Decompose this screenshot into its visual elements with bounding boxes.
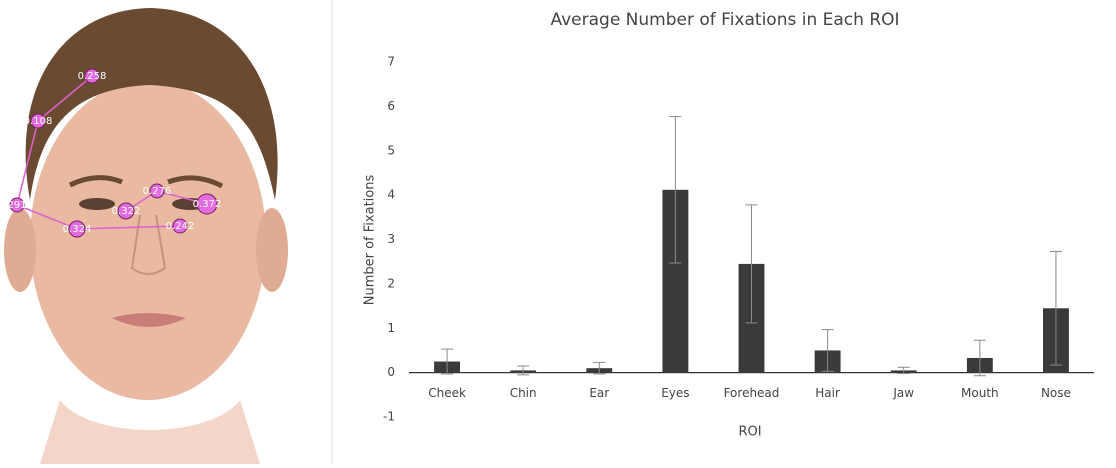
fixation-label: 0.372	[193, 199, 222, 210]
ear	[256, 208, 288, 292]
face	[30, 80, 266, 400]
eye	[79, 198, 115, 210]
fixation-label: 0.242	[166, 221, 195, 232]
figure: Average Number of Fixations in Each ROI …	[0, 0, 1116, 464]
ear	[4, 208, 36, 292]
fixation-label: 0.108	[24, 116, 53, 127]
y-tick-label: 2	[387, 276, 395, 290]
y-tick-label: 3	[387, 232, 395, 246]
x-tick-label: Mouth	[961, 386, 999, 400]
fixation-label: 0.276	[143, 186, 172, 197]
x-tick-label: Forehead	[724, 386, 780, 400]
x-tick-label: Chin	[510, 386, 537, 400]
y-axis-title: Number of Fixations	[363, 175, 378, 306]
neck	[40, 400, 260, 464]
x-tick-label: Eyes	[661, 386, 689, 400]
fixation-label: 0.322	[112, 206, 141, 217]
x-tick-label: Nose	[1041, 386, 1071, 400]
x-tick-label: Cheek	[428, 386, 466, 400]
fixation-label: 0.324	[63, 224, 92, 235]
x-tick-label: Hair	[815, 386, 840, 400]
fixation-label: 291	[7, 200, 26, 211]
y-tick-label: 5	[387, 143, 395, 157]
y-tick-label: 4	[387, 188, 395, 202]
y-tick-label: -1	[383, 410, 395, 424]
chart-title: Average Number of Fixations in Each ROI	[550, 10, 899, 30]
x-tick-label: Ear	[589, 386, 609, 400]
fixation-label: 0.258	[78, 71, 107, 82]
face-illustration	[4, 8, 288, 464]
y-tick-label: 6	[387, 99, 395, 113]
y-tick-label: 0	[387, 365, 395, 379]
x-tick-label: Jaw	[892, 386, 914, 400]
y-tick-label: 7	[387, 55, 395, 69]
x-axis-title: ROI	[738, 425, 761, 440]
y-tick-label: 1	[387, 321, 395, 335]
